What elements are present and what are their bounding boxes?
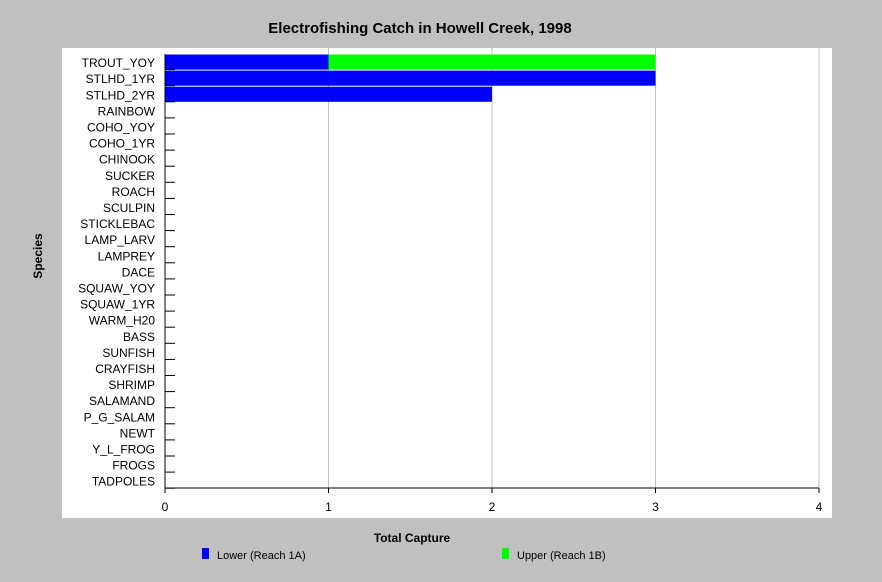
y-axis-title: Species (31, 233, 45, 279)
y-tick-label: STICKLEBAC (80, 217, 155, 231)
chart-title: Electrofishing Catch in Howell Creek, 19… (268, 20, 571, 37)
y-tick-label: SQUAW_YOY (78, 282, 155, 296)
bar-stlhd-2yr-lower (165, 86, 492, 102)
y-tick-label: CRAYFISH (95, 362, 155, 376)
grid-lines (328, 48, 820, 488)
y-tick-label: BASS (123, 330, 155, 344)
y-tick-label: RAINBOW (98, 104, 156, 118)
y-tick-label: STLHD_1YR (86, 72, 156, 86)
legend-item: Lower (Reach 1A) (202, 548, 306, 562)
legend: Lower (Reach 1A) Upper (Reach 1B) (202, 548, 606, 562)
y-tick-label: NEWT (120, 426, 156, 440)
y-tick-label: SUNFISH (102, 346, 155, 360)
y-tick-label: COHO_1YR (89, 137, 155, 151)
x-tick-label: 3 (652, 500, 659, 514)
y-tick-label: COHO_YOY (87, 121, 155, 135)
legend-item: Upper (Reach 1B) (502, 548, 606, 562)
x-tick-label: 1 (325, 500, 332, 514)
legend-swatch (202, 548, 209, 559)
legend-label: Upper (Reach 1B) (517, 550, 606, 562)
y-tick-label: SQUAW_1YR (80, 298, 155, 312)
y-tick-label: LAMPREY (98, 249, 155, 263)
bar-trout-yoy-lower (165, 54, 329, 70)
x-tick-label: 2 (489, 500, 496, 514)
y-tick-label: SCULPIN (103, 201, 155, 215)
bar-trout-yoy-upper (328, 54, 656, 70)
x-axis-title: Total Capture (374, 531, 451, 545)
bars (165, 54, 656, 102)
plot-background (62, 48, 832, 518)
axes: 0 1 2 3 4 TROUT_YOY STLHD_1YR STLHD_2YR RAINBOW C… (78, 54, 823, 514)
x-tick-label: 4 (816, 500, 823, 514)
y-tick-label: STLHD_2YR (86, 88, 156, 102)
y-tick-label: SUCKER (105, 169, 155, 183)
bar-stlhd-1yr-lower (165, 70, 656, 86)
y-tick-label: ROACH (112, 185, 155, 199)
y-tick-label: LAMP_LARV (85, 233, 155, 247)
y-tick-label: TROUT_YOY (82, 56, 155, 70)
y-tick-label: WARM_H20 (89, 314, 156, 328)
y-tick-label: TADPOLES (92, 475, 155, 489)
legend-label: Lower (Reach 1A) (217, 550, 306, 562)
x-tick-label: 0 (162, 500, 169, 514)
y-tick-label: SALAMAND (89, 394, 155, 408)
y-tick-label: DACE (122, 265, 155, 279)
y-tick-label: SHRIMP (108, 378, 155, 392)
legend-swatch (502, 548, 509, 559)
y-tick-label: Y_L_FROG (92, 443, 155, 457)
y-tick-label: FROGS (112, 459, 155, 473)
y-tick-label: P_G_SALAM (84, 410, 155, 424)
y-tick-label: CHINOOK (99, 153, 155, 167)
